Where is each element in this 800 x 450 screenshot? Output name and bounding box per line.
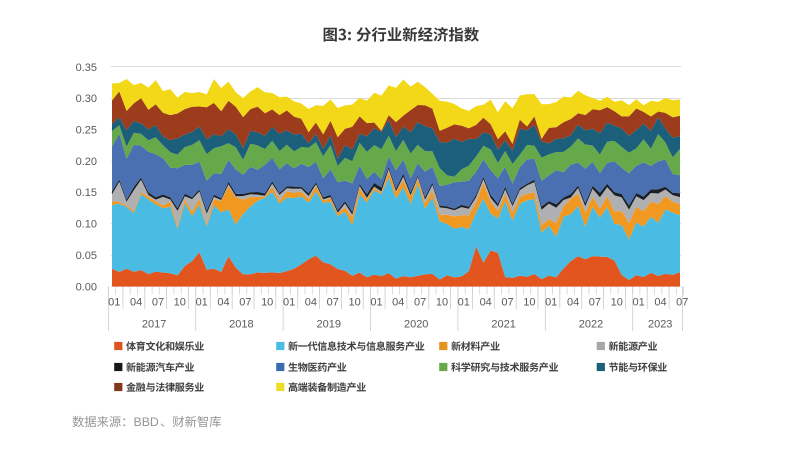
- svg-text:2020: 2020: [404, 319, 428, 331]
- svg-text:04: 04: [654, 297, 666, 309]
- svg-text:07: 07: [589, 297, 601, 309]
- svg-text:2022: 2022: [579, 319, 603, 331]
- svg-text:04: 04: [480, 297, 492, 309]
- svg-text:07: 07: [239, 297, 251, 309]
- svg-text:07: 07: [414, 297, 426, 309]
- svg-text:2021: 2021: [491, 319, 515, 331]
- svg-text:04: 04: [305, 297, 317, 309]
- svg-text:10: 10: [174, 297, 186, 309]
- svg-text:0.10: 0.10: [76, 219, 97, 231]
- svg-text:04: 04: [567, 297, 579, 309]
- svg-text:01: 01: [458, 297, 470, 309]
- svg-text:0.30: 0.30: [76, 93, 97, 105]
- svg-text:2019: 2019: [317, 319, 341, 331]
- svg-text:07: 07: [327, 297, 339, 309]
- svg-text:0.15: 0.15: [76, 187, 97, 199]
- svg-text:04: 04: [130, 297, 142, 309]
- svg-text:01: 01: [370, 297, 382, 309]
- svg-text:01: 01: [545, 297, 557, 309]
- svg-text:2018: 2018: [229, 319, 253, 331]
- svg-text:04: 04: [392, 297, 404, 309]
- svg-text:10: 10: [261, 297, 273, 309]
- svg-text:07: 07: [676, 297, 688, 309]
- svg-text:0.00: 0.00: [76, 281, 97, 293]
- svg-text:0.05: 0.05: [76, 250, 97, 262]
- svg-text:04: 04: [217, 297, 229, 309]
- svg-text:01: 01: [283, 297, 295, 309]
- svg-text:0.35: 0.35: [76, 62, 97, 74]
- svg-text:07: 07: [152, 297, 164, 309]
- svg-text:01: 01: [108, 297, 120, 309]
- svg-text:0.20: 0.20: [76, 156, 97, 168]
- svg-text:2017: 2017: [142, 319, 166, 331]
- svg-text:01: 01: [632, 297, 644, 309]
- svg-text:01: 01: [196, 297, 208, 309]
- svg-text:10: 10: [348, 297, 360, 309]
- svg-text:BBD: BBD: [134, 415, 159, 429]
- svg-text:0.25: 0.25: [76, 125, 97, 137]
- svg-text:2023: 2023: [648, 319, 672, 331]
- svg-text:10: 10: [523, 297, 535, 309]
- svg-text:07: 07: [501, 297, 513, 309]
- svg-text:10: 10: [436, 297, 448, 309]
- svg-text:10: 10: [611, 297, 623, 309]
